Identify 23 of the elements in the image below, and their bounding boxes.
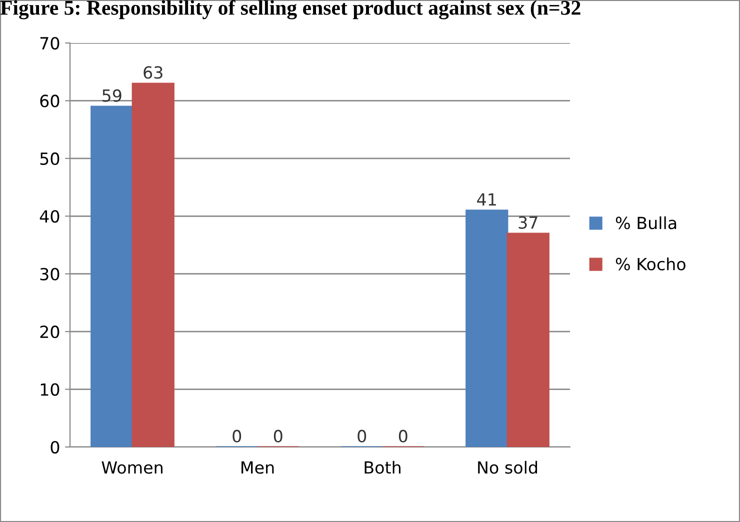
y-tick-label: 60 <box>40 94 60 108</box>
x-tick-label: Both <box>364 460 400 474</box>
x-tick-label: No sold <box>478 460 538 474</box>
y-tick-label: 30 <box>40 268 60 280</box>
legend-label: % Bulla <box>616 216 676 230</box>
y-tick-label: 0 <box>50 440 60 454</box>
data-label: 0 <box>232 430 242 442</box>
y-tick-label: 50 <box>40 152 60 165</box>
data-label: 59 <box>102 89 122 102</box>
y-tick-label: 10 <box>40 383 60 396</box>
y-tick-label: 70 <box>40 36 60 50</box>
data-label: 0 <box>398 430 408 442</box>
x-tick-label: Men <box>242 461 274 474</box>
chart-title: Figure 5: Responsibility of selling enset product against sex (n=32 <box>0 0 580 20</box>
data-label: 63 <box>144 66 162 79</box>
x-tick-label: Women <box>102 461 162 474</box>
data-label: 41 <box>477 193 496 206</box>
legend-label: % Kocho <box>616 258 686 270</box>
data-label: 0 <box>358 430 366 442</box>
data-label: 0 <box>274 430 282 442</box>
data-label: 37 <box>518 216 538 229</box>
y-tick-label: 20 <box>40 326 60 338</box>
y-tick-label: 40 <box>40 210 60 223</box>
